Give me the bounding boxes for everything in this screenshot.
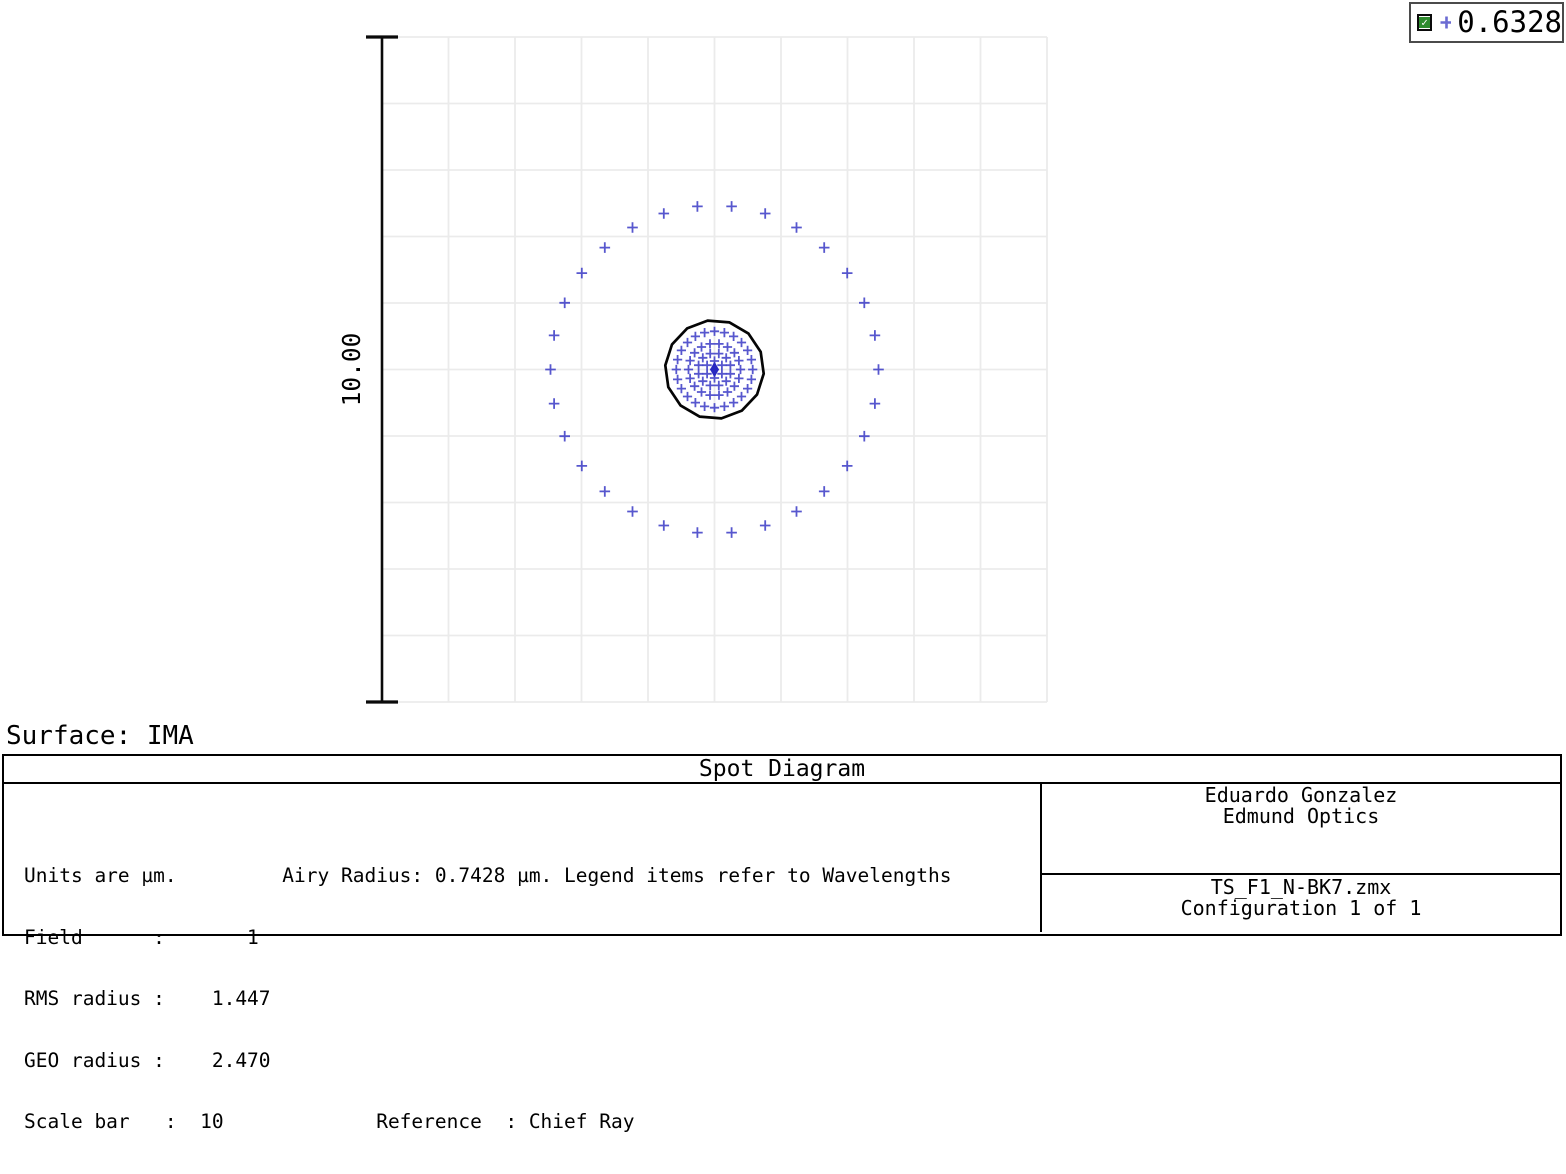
config-cell: TS_F1_N-BK7.zmx Configuration 1 of 1: [1042, 875, 1560, 932]
spot-ray-markers: [545, 201, 884, 538]
lens-file-name: TS_F1_N-BK7.zmx: [1210, 875, 1392, 899]
scale-bar: [366, 35, 398, 704]
spot-diagram-plot: 10.00: [337, 35, 1048, 704]
info-line-rms-radius: RMS radius : 1.447: [24, 987, 271, 1010]
configuration-label: Configuration 1 of 1: [1180, 896, 1422, 920]
spot-ring-18-rays: [683, 339, 746, 400]
wavelength-checkbox[interactable]: ✓: [1417, 14, 1432, 31]
spot-ring-24-rays: [671, 326, 758, 413]
info-line-geo-radius: GEO radius : 2.470: [24, 1048, 271, 1072]
author-company: Edmund Optics: [1222, 804, 1380, 828]
surface-label: Surface: IMA: [6, 721, 194, 751]
spot-ring-6-rays: [702, 356, 727, 383]
spot-ring-30-rays: [545, 201, 884, 538]
grid-lines: [381, 36, 1048, 703]
airy-disk-circle: [663, 319, 766, 420]
plus-marker-icon: [1440, 16, 1452, 29]
info-line-units: Units are µm. Airy Radius: 0.7428 µm. Le…: [24, 864, 952, 887]
author-name: Eduardo Gonzalez: [1204, 783, 1398, 807]
chart-title: Spot Diagram: [4, 756, 1560, 784]
chief-ray-spot: [710, 362, 719, 377]
wavelength-legend: ✓ 0.6328: [1409, 2, 1564, 43]
checkmark-icon: ✓: [1419, 17, 1430, 28]
info-cell: Units are µm. Airy Radius: 0.7428 µm. Le…: [4, 784, 1040, 1131]
footer-table: Spot Diagram Units are µm. Airy Radius: …: [2, 754, 1562, 1132]
scale-bar-label: 10.00: [337, 333, 366, 407]
info-line-scale-reference: Scale bar : 10 Reference : Chief Ray: [24, 1110, 635, 1133]
title-block: Eduardo Gonzalez Edmund Optics TS_F1_N-B…: [1040, 784, 1560, 932]
wavelength-value: 0.6328: [1457, 5, 1562, 39]
author-cell: Eduardo Gonzalez Edmund Optics: [1042, 784, 1560, 875]
info-line-field: Field : 1: [24, 925, 259, 949]
spot-ring-12-rays: [694, 349, 735, 390]
